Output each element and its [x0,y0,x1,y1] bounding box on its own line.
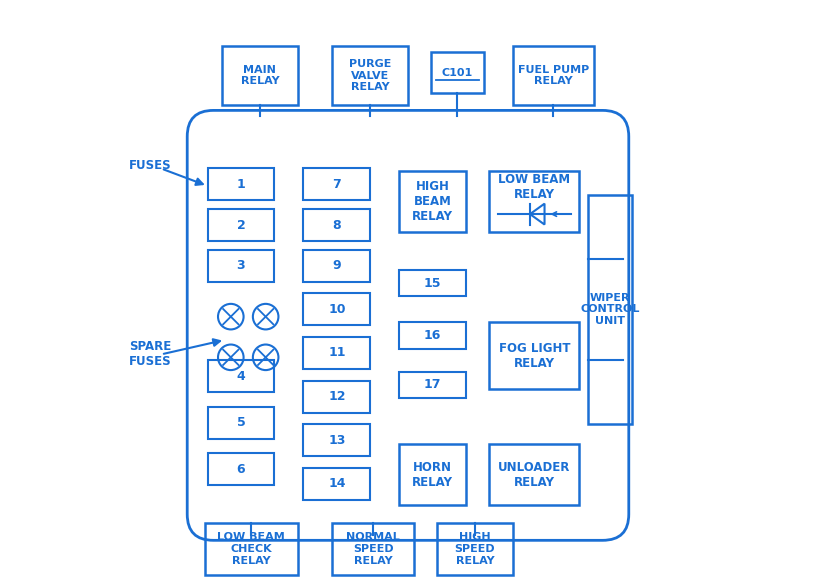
Bar [304,293,370,325]
Bar [512,46,594,105]
Bar [304,381,370,413]
Text: 3: 3 [237,259,246,272]
Text: 13: 13 [328,433,345,447]
Text: HIGH
SPEED
RELAY: HIGH SPEED RELAY [455,532,495,566]
Text: 8: 8 [332,218,341,232]
Bar [304,209,370,241]
Text: 16: 16 [424,329,441,342]
Text: LOW BEAM
RELAY: LOW BEAM RELAY [499,173,570,200]
Text: MAIN
RELAY: MAIN RELAY [241,64,279,87]
Text: 17: 17 [424,378,441,392]
Text: 10: 10 [328,303,346,316]
Bar [490,444,579,505]
Text: 7: 7 [332,178,341,191]
Text: PURGE
VALVE
RELAY: PURGE VALVE RELAY [349,59,392,92]
Bar [490,322,579,389]
Bar [304,250,370,282]
Bar [304,337,370,369]
Text: FUSES: FUSES [129,159,171,172]
Text: FOG LIGHT
RELAY: FOG LIGHT RELAY [499,342,570,370]
Bar [304,424,370,456]
Text: 1: 1 [237,178,246,191]
Text: 15: 15 [424,277,441,290]
Text: WIPER
CONTROL
UNIT: WIPER CONTROL UNIT [580,293,640,326]
Text: NORMAL
SPEED
RELAY: NORMAL SPEED RELAY [346,532,400,566]
Bar [222,46,298,105]
Bar [207,209,274,241]
Text: LOW BEAM
CHECK
RELAY: LOW BEAM CHECK RELAY [217,532,285,566]
Bar [399,171,466,232]
Text: UNLOADER
RELAY: UNLOADER RELAY [499,461,570,489]
Text: HORN
RELAY: HORN RELAY [412,461,453,489]
Bar [399,270,466,296]
Bar [332,46,408,105]
Text: 11: 11 [328,346,346,360]
Text: FUEL PUMP
RELAY: FUEL PUMP RELAY [517,64,589,87]
Bar [399,322,466,349]
Bar [207,453,274,485]
Bar [588,195,632,424]
Text: 5: 5 [237,416,246,429]
Text: 2: 2 [237,218,246,232]
Bar [399,372,466,398]
Text: 6: 6 [237,462,246,476]
Bar [304,468,370,500]
Bar [205,523,298,575]
Bar [437,523,512,575]
Bar [207,407,274,439]
Bar [490,171,579,232]
Text: 14: 14 [328,477,346,490]
Bar [431,52,484,93]
Bar [399,444,466,505]
Text: HIGH
BEAM
RELAY: HIGH BEAM RELAY [412,180,453,224]
Text: 12: 12 [328,390,346,403]
Text: 9: 9 [332,259,341,272]
Bar [207,360,274,392]
Bar [207,168,274,200]
Text: SPARE
FUSES: SPARE FUSES [129,340,171,368]
Text: C101: C101 [441,67,473,78]
Text: 4: 4 [237,370,246,383]
Bar [207,250,274,282]
Bar [304,168,370,200]
Bar [332,523,414,575]
